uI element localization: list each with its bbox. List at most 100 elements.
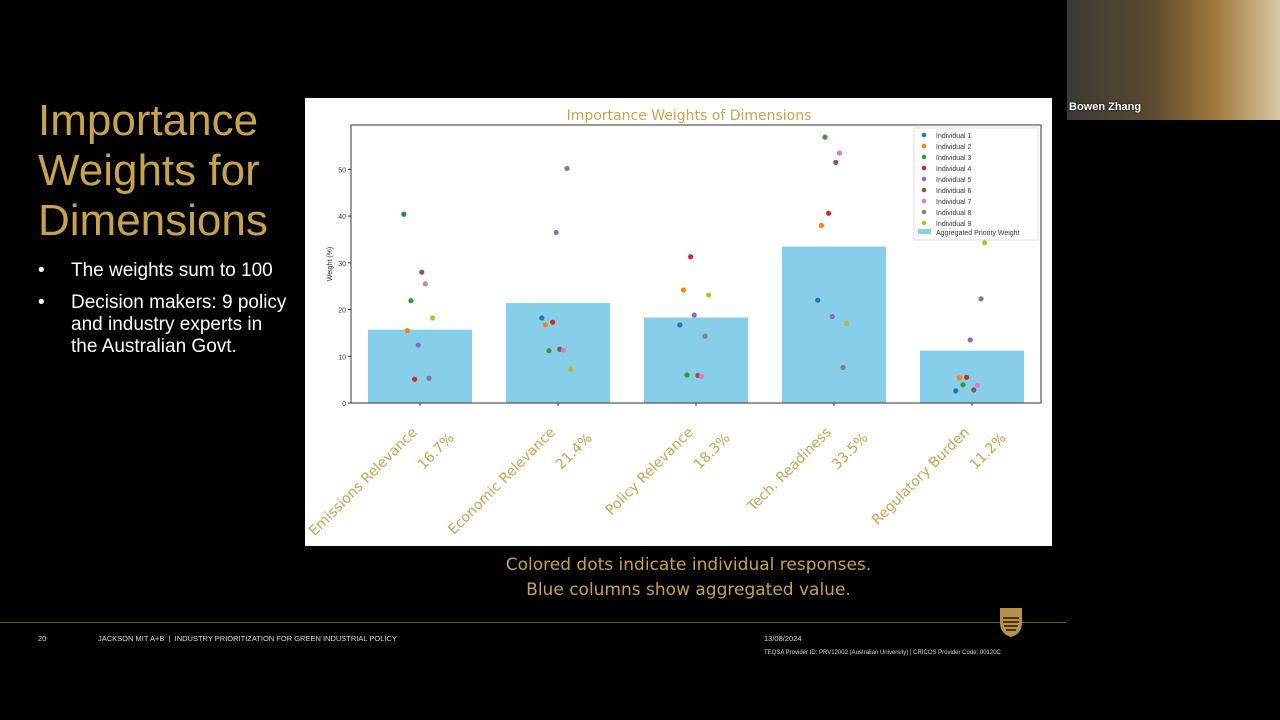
data-point — [426, 375, 432, 381]
x-tick-label: Tech. Readiness33.5% — [744, 409, 872, 537]
category-name: Economic Relevance — [445, 425, 558, 538]
data-point — [401, 211, 407, 217]
university-crest-logo — [1000, 608, 1022, 637]
data-point — [698, 373, 704, 379]
data-point — [412, 376, 418, 382]
data-point — [836, 150, 843, 156]
bullet-list: The weights sum to 100 Decision makers: … — [38, 260, 288, 368]
data-point — [818, 222, 825, 229]
category-name: Emissions Relevance — [306, 425, 421, 540]
data-point — [706, 292, 712, 298]
y-tick-label: 50 — [338, 167, 346, 174]
category-percent: 21.4% — [553, 430, 596, 473]
participant-video[interactable]: Bowen Zhang — [1067, 0, 1280, 120]
provider-text: TEQSA Provider ID: PRV12002 (Australian … — [764, 650, 1001, 656]
data-point — [953, 388, 959, 394]
data-point — [680, 287, 686, 293]
legend-label: Individual 1 — [936, 133, 972, 140]
page-number: 20 — [38, 634, 47, 643]
bar — [368, 329, 472, 403]
data-point — [684, 372, 690, 378]
footer-divider — [0, 622, 1066, 623]
bar — [920, 350, 1024, 403]
data-point — [542, 322, 548, 328]
legend-marker — [921, 165, 927, 171]
footer-title: JACKSON MIT A+B | INDUSTRY PRIORITIZATIO… — [98, 634, 397, 643]
y-tick-label: 10 — [338, 354, 346, 361]
data-point — [677, 322, 683, 328]
bullet-item: The weights sum to 100 — [38, 260, 288, 282]
category-percent: 11.2% — [967, 430, 1010, 473]
category-name: Policy Relevance — [603, 425, 697, 519]
bar — [506, 303, 610, 403]
category-percent: 33.5% — [829, 430, 872, 473]
chart-caption: Colored dots indicate individual respons… — [305, 553, 1072, 603]
legend-marker — [918, 229, 931, 234]
bar-scatter-chart: Importance Weights of Dimensions 0 10 20 30 4… — [306, 108, 1042, 546]
y-tick-label: 20 — [338, 308, 346, 315]
slide-date: 13/08/2024 — [764, 634, 802, 643]
data-point — [691, 312, 697, 318]
x-tick-label: Economic Relevance21.4% — [445, 409, 595, 546]
legend-label: Individual 8 — [936, 210, 972, 217]
bar — [644, 317, 748, 403]
bullet-item: Decision makers: 9 policy and industry e… — [38, 292, 288, 358]
data-point — [430, 315, 436, 321]
legend-marker — [921, 176, 927, 182]
legend-marker — [921, 209, 927, 215]
chart-title: Importance Weights of Dimensions — [567, 108, 812, 124]
data-point — [967, 337, 973, 343]
data-point — [840, 364, 846, 371]
category-percent: 16.7% — [415, 430, 458, 473]
category-name: Regulatory Burden — [869, 425, 973, 529]
legend-marker — [921, 220, 927, 226]
data-point — [415, 342, 421, 348]
legend-label: Individual 2 — [936, 144, 972, 151]
data-point — [422, 281, 428, 287]
data-point — [971, 387, 977, 393]
legend-marker — [921, 132, 927, 138]
data-point — [702, 333, 708, 339]
legend-marker — [921, 187, 927, 193]
data-point — [568, 366, 574, 372]
slide-title: Importance Weights for Dimensions — [38, 96, 268, 245]
data-point — [539, 315, 545, 321]
data-point — [553, 229, 559, 236]
legend-marker — [921, 154, 927, 160]
data-point — [404, 327, 410, 334]
data-point — [815, 297, 821, 303]
x-tick-label: Policy Relevance18.3% — [603, 409, 734, 540]
category-percent: 18.3% — [691, 430, 734, 473]
data-point — [822, 134, 828, 140]
y-tick-label: 0 — [342, 401, 346, 408]
data-point — [978, 296, 984, 302]
data-point — [546, 348, 552, 354]
legend-label: Individual 6 — [936, 188, 972, 195]
data-point — [960, 382, 966, 388]
data-point — [833, 159, 839, 165]
legend-label: Individual 5 — [936, 177, 972, 184]
legend-box — [913, 127, 1039, 241]
data-point — [974, 382, 981, 388]
data-point — [564, 165, 570, 172]
legend-label: Individual 3 — [936, 155, 972, 162]
data-point — [964, 374, 970, 380]
category-name: Tech. Readiness — [744, 425, 835, 516]
caption-line: Colored dots indicate individual respons… — [505, 555, 872, 575]
data-point — [688, 254, 694, 260]
legend-label: Individual 7 — [936, 199, 972, 206]
caption-line: Blue columns show aggregated value. — [526, 580, 851, 600]
x-tick-label: Regulatory Burden11.2% — [869, 409, 1010, 546]
bar — [782, 246, 886, 403]
legend-label: Individual 4 — [936, 166, 972, 173]
data-point — [550, 319, 556, 325]
data-point — [560, 347, 566, 353]
y-tick-label: 30 — [338, 261, 346, 268]
legend-label: Individual 9 — [936, 221, 972, 228]
data-point — [419, 269, 425, 275]
data-point — [826, 210, 832, 216]
x-tick-label: Emissions Relevance16.7% — [306, 409, 458, 546]
data-point — [829, 313, 835, 320]
y-axis-label: Weight (%) — [327, 247, 334, 282]
y-tick-label: 40 — [338, 214, 346, 221]
